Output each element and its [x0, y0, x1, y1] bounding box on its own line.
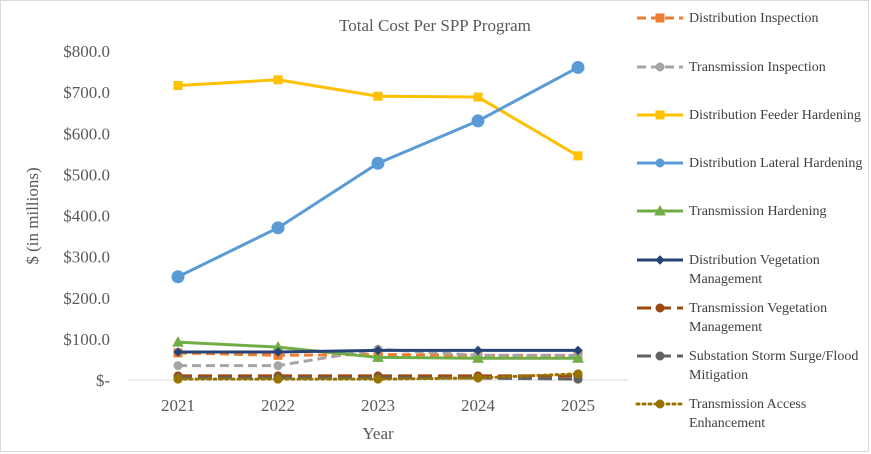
- series-6: [173, 345, 583, 357]
- legend-label: Distribution Inspection: [689, 11, 819, 26]
- line-chart: Total Cost Per SPP Program $ (in million…: [23, 16, 628, 443]
- x-axis-label: Year: [362, 424, 394, 443]
- y-tick-label: $-: [96, 371, 111, 390]
- data-point: [372, 351, 384, 362]
- data-point: [271, 221, 285, 235]
- data-point: [472, 352, 484, 363]
- data-point: [173, 361, 183, 371]
- data-point: [171, 270, 185, 284]
- data-point: [173, 347, 183, 357]
- legend-swatch: [637, 62, 683, 72]
- data-point: [273, 347, 283, 357]
- data-point: [173, 374, 183, 384]
- legend-label: Transmission Access Enhancement: [689, 397, 807, 431]
- legend-label: Distribution Feeder Hardening: [689, 108, 861, 123]
- data-point: [373, 345, 383, 356]
- data-point: [573, 369, 583, 379]
- data-point: [572, 352, 584, 363]
- data-point: [573, 345, 583, 356]
- legend-swatch: [637, 110, 683, 120]
- y-tick-label: $600.0: [63, 124, 110, 143]
- x-tick-label: 2021: [161, 396, 195, 415]
- legend: Distribution Inspection Transmission Insp…: [634, 0, 869, 454]
- legend-label: Transmission Vegetation Management: [689, 301, 828, 335]
- data-point: [473, 373, 483, 383]
- y-tick-label: $400.0: [63, 207, 110, 226]
- y-tick-label: $300.0: [63, 248, 110, 267]
- data-point: [471, 114, 485, 128]
- legend-label: Distribution Lateral Hardening: [689, 156, 863, 171]
- legend-swatch: [637, 13, 683, 23]
- series-4: [171, 60, 585, 284]
- data-point: [473, 92, 483, 102]
- legend-swatch: [637, 158, 683, 168]
- y-tick-label: $800.0: [63, 42, 110, 61]
- legend-swatch: [635, 399, 685, 409]
- series-line: [177, 78, 579, 158]
- legend-label: Transmission Inspection: [689, 60, 826, 75]
- y-tick-label: $500.0: [63, 165, 110, 184]
- y-tick-label: $100.0: [63, 330, 110, 349]
- x-tick-label: 2023: [361, 396, 395, 415]
- series-9: [173, 369, 583, 384]
- data-point: [173, 81, 183, 91]
- data-point: [273, 374, 283, 384]
- data-point: [371, 156, 385, 170]
- legend-swatch: [637, 303, 683, 313]
- legend-label: Transmission Hardening: [689, 204, 827, 219]
- data-point: [571, 60, 585, 74]
- data-point: [473, 345, 483, 356]
- data-point: [273, 75, 283, 85]
- data-point: [273, 361, 283, 371]
- x-tick-label: 2024: [461, 396, 496, 415]
- data-point: [373, 374, 383, 384]
- data-point: [373, 91, 383, 101]
- y-axis-label: $ (in millions): [23, 167, 42, 264]
- legend-swatch: [637, 204, 683, 216]
- y-tick-label: $700.0: [63, 83, 110, 102]
- data-point: [172, 336, 184, 347]
- data-point: [573, 151, 583, 161]
- legend-label: Substation Storm Surge/Flood Mitigation: [689, 349, 859, 383]
- y-tick-label: $200.0: [63, 289, 110, 308]
- x-tick-label: 2025: [561, 396, 595, 415]
- legend-swatch: [637, 351, 683, 361]
- legend-swatch: [637, 255, 683, 265]
- legend-label: Distribution Vegetation Management: [689, 253, 820, 287]
- series-3: [173, 75, 583, 161]
- x-tick-label: 2022: [261, 396, 295, 415]
- chart-title: Total Cost Per SPP Program: [339, 16, 531, 35]
